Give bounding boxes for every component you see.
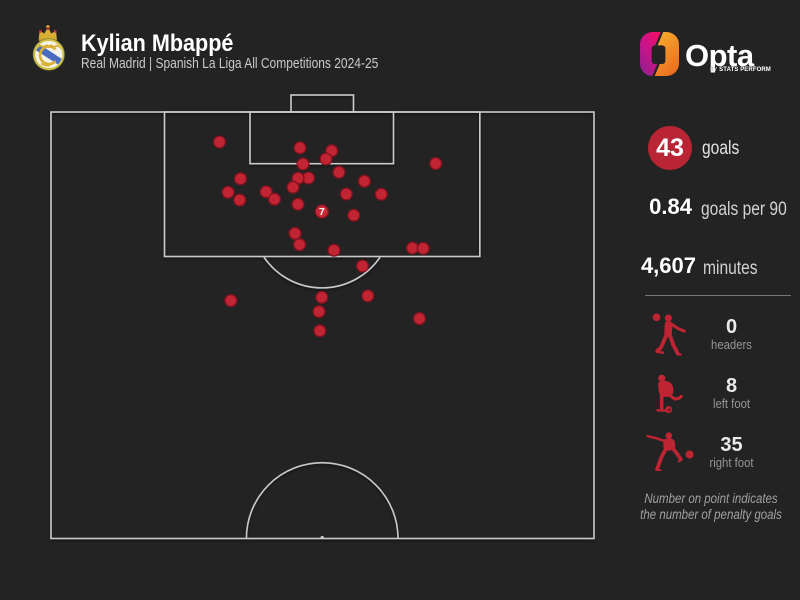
svg-text:7: 7 bbox=[319, 206, 325, 218]
